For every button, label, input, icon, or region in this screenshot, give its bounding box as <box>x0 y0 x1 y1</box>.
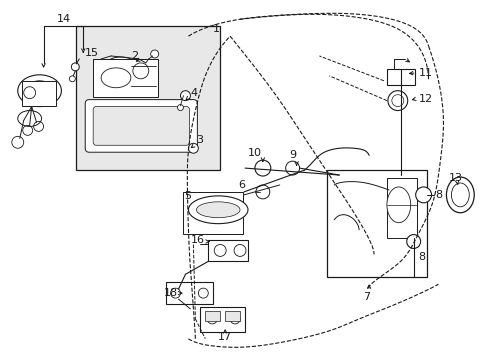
Circle shape <box>34 121 43 131</box>
Circle shape <box>234 244 245 256</box>
Ellipse shape <box>391 95 403 107</box>
FancyBboxPatch shape <box>93 107 189 145</box>
Text: 13: 13 <box>447 173 462 183</box>
Text: 1: 1 <box>213 24 220 34</box>
Text: 5: 5 <box>184 191 191 201</box>
Circle shape <box>12 136 24 148</box>
Ellipse shape <box>26 81 53 100</box>
Circle shape <box>198 288 208 298</box>
Text: 8: 8 <box>435 190 442 200</box>
Circle shape <box>180 91 190 100</box>
Circle shape <box>406 235 420 248</box>
Bar <box>183 192 243 234</box>
Bar <box>386 69 414 85</box>
Ellipse shape <box>196 202 240 218</box>
Text: 11: 11 <box>418 68 432 78</box>
Circle shape <box>22 125 33 135</box>
Circle shape <box>24 87 36 99</box>
Circle shape <box>415 187 431 203</box>
Text: 4: 4 <box>190 88 197 98</box>
Circle shape <box>255 185 269 199</box>
Bar <box>21 81 56 105</box>
Bar <box>326 170 426 277</box>
Ellipse shape <box>188 196 247 224</box>
Text: 7: 7 <box>362 292 369 302</box>
Bar <box>93 59 157 96</box>
Circle shape <box>71 63 79 71</box>
Text: 3: 3 <box>196 135 203 145</box>
Circle shape <box>285 161 299 175</box>
Bar <box>200 307 244 332</box>
Bar <box>76 26 220 170</box>
Text: 8: 8 <box>418 252 425 262</box>
FancyBboxPatch shape <box>85 100 197 152</box>
Ellipse shape <box>450 183 468 207</box>
Bar <box>165 282 213 304</box>
Bar <box>386 178 416 238</box>
Text: 15: 15 <box>85 48 99 58</box>
Circle shape <box>69 76 75 82</box>
Circle shape <box>170 288 180 298</box>
Bar <box>208 239 247 261</box>
Ellipse shape <box>109 61 133 77</box>
Circle shape <box>214 244 225 256</box>
Bar <box>205 311 220 321</box>
Circle shape <box>150 50 158 58</box>
Text: 2: 2 <box>131 51 138 61</box>
Circle shape <box>230 314 240 324</box>
Text: 12: 12 <box>418 94 432 104</box>
Text: 9: 9 <box>289 150 296 160</box>
Circle shape <box>387 91 407 111</box>
Ellipse shape <box>386 187 410 223</box>
Circle shape <box>207 314 217 324</box>
Circle shape <box>133 63 148 79</box>
Text: 6: 6 <box>238 180 244 190</box>
Bar <box>224 311 240 321</box>
Text: 17: 17 <box>218 332 232 342</box>
Ellipse shape <box>446 177 473 213</box>
Circle shape <box>188 143 198 153</box>
Ellipse shape <box>101 68 131 88</box>
Text: 10: 10 <box>247 148 262 158</box>
Circle shape <box>177 105 183 111</box>
Ellipse shape <box>18 75 61 107</box>
Text: 18: 18 <box>163 288 178 298</box>
Ellipse shape <box>103 57 139 81</box>
Text: 16: 16 <box>190 234 204 244</box>
Circle shape <box>254 160 270 176</box>
Text: 14: 14 <box>56 14 70 24</box>
